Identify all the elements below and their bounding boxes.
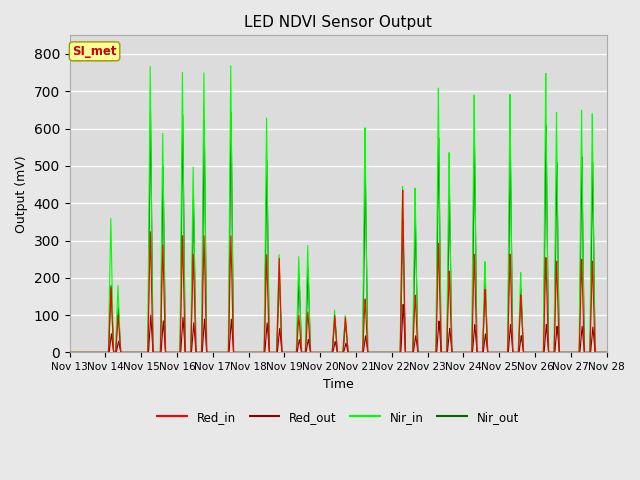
Red_out [399,301,407,307]
Nir_out [66,349,74,355]
Line: Nir_in: Nir_in [70,66,607,352]
Nir_out [147,108,154,114]
Red_in [601,349,609,355]
Nir_in [601,349,609,355]
Nir_in [180,303,188,309]
Red_out [267,349,275,355]
Y-axis label: Output (mV): Output (mV) [15,155,28,233]
Red_out [175,349,182,355]
Red_in [66,349,74,355]
Red_out [488,349,496,355]
Nir_out [180,289,188,295]
Nir_out [412,257,420,263]
Red_in [175,349,182,355]
Nir_in [603,349,611,355]
Title: LED NDVI Sensor Output: LED NDVI Sensor Output [244,15,432,30]
Red_out [601,349,609,355]
Nir_out [175,349,183,355]
Line: Red_in: Red_in [70,190,607,352]
Nir_out [488,349,496,355]
Nir_out [601,349,609,355]
Red_out [180,338,188,344]
Red_in [412,312,420,318]
Red_in [180,324,188,329]
Nir_out [603,349,611,355]
Red_out [412,336,420,342]
Red_out [603,349,611,355]
Nir_in [66,349,74,355]
Nir_in [175,349,182,355]
X-axis label: Time: Time [323,378,353,391]
Nir_out [267,349,275,355]
Line: Nir_out: Nir_out [70,111,607,352]
Red_in [399,187,406,193]
Text: SI_met: SI_met [72,45,117,58]
Nir_in [412,253,420,259]
Line: Red_out: Red_out [70,304,607,352]
Legend: Red_in, Red_out, Nir_in, Nir_out: Red_in, Red_out, Nir_in, Nir_out [153,406,524,428]
Red_in [488,349,496,355]
Red_in [603,349,611,355]
Red_out [66,349,74,355]
Nir_in [488,349,496,355]
Red_in [267,349,275,355]
Nir_in [227,63,235,69]
Nir_in [267,349,275,355]
